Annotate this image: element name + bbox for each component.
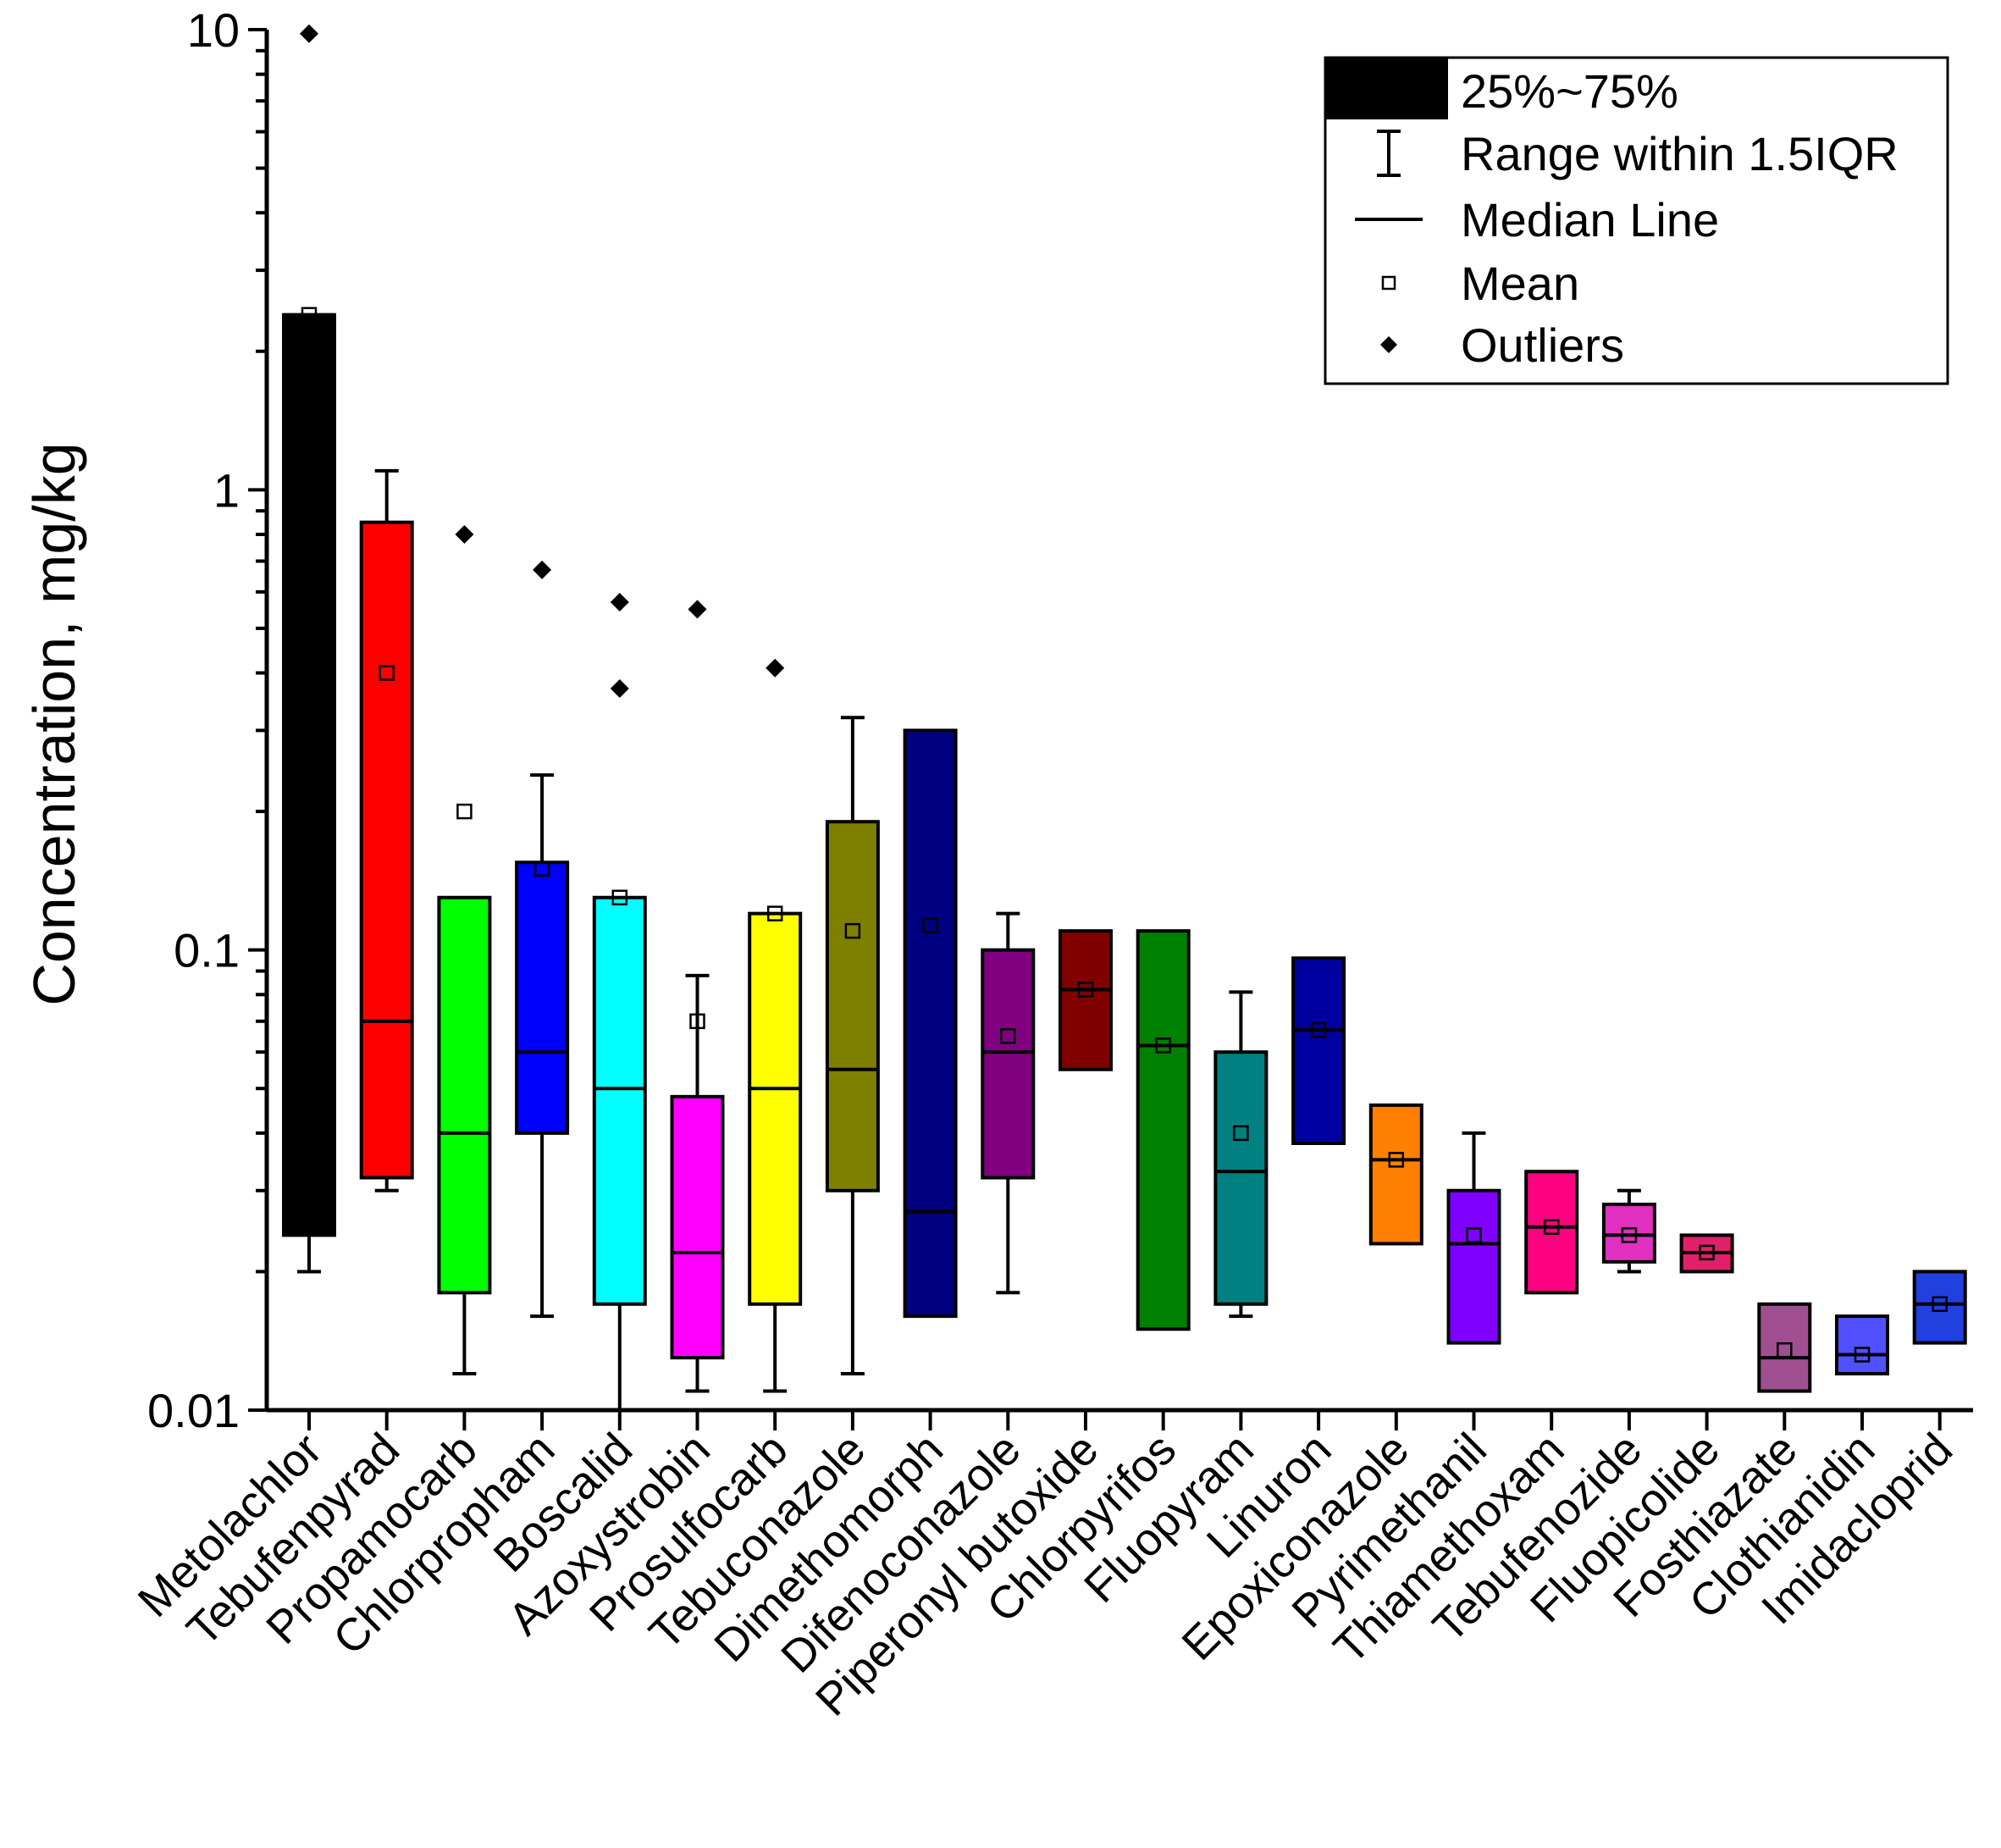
iqr-box: [1213, 1050, 1269, 1306]
outlier-marker: [300, 24, 318, 43]
iqr-box: [1524, 1170, 1579, 1295]
iqr-box: [1912, 1270, 1967, 1345]
outlier-marker: [766, 658, 785, 678]
mean-marker: [1777, 1342, 1793, 1358]
mean-marker: [1854, 1347, 1871, 1363]
box-chlorpyrifos: [1136, 929, 1191, 1331]
iqr-box: [1446, 1188, 1501, 1345]
outlier-marker: [455, 524, 474, 544]
box-tebuconazole: [825, 716, 880, 1375]
iqr-box: [1291, 956, 1346, 1145]
iqr-box: [903, 728, 958, 1319]
outlier-marker: [533, 560, 552, 579]
box-dimethomorph: [903, 728, 958, 1319]
iqr-box: [981, 948, 1036, 1180]
plot-area: [282, 24, 1967, 1410]
box-piperonyl-butoxide: [1059, 929, 1113, 1071]
mean-marker: [379, 665, 395, 681]
box-difenoconazole: [981, 911, 1036, 1295]
box-fluopyram: [1213, 990, 1269, 1319]
box-tebufenozide: [1601, 1188, 1656, 1274]
legend-label: Range within 1.5IQR: [1461, 127, 1899, 180]
outlier-marker: [610, 678, 629, 698]
legend-label: Mean: [1461, 257, 1579, 310]
iqr-box: [592, 895, 647, 1306]
legend-outlier-swatch: [1380, 336, 1397, 353]
iqr-box: [437, 895, 492, 1295]
y-axis-title: Concentration, mg/kg: [21, 442, 87, 1005]
mean-marker: [301, 307, 318, 324]
box-fosthiazate: [1757, 1302, 1812, 1393]
box-tebufenpyrad: [359, 468, 414, 1192]
box-thiamethoxam: [1524, 1170, 1579, 1295]
iqr-box: [515, 860, 570, 1135]
iqr-box: [282, 313, 336, 1237]
legend-label: 25%~75%: [1461, 64, 1678, 118]
box-prosulfocarb: [748, 658, 803, 1393]
box-clothianidin: [1835, 1314, 1889, 1375]
box-boscalid: [592, 592, 647, 1410]
mean-marker: [1000, 1028, 1016, 1044]
iqr-box: [1136, 929, 1191, 1331]
box-epoxiconazole: [1368, 1103, 1423, 1246]
iqr-box: [1368, 1103, 1423, 1246]
outlier-marker: [610, 592, 629, 611]
y-tick-label: 0.1: [174, 924, 240, 977]
box-chlorpropham: [515, 560, 570, 1319]
mean-marker: [1466, 1227, 1482, 1243]
legend: 25%~75% Range within 1.5IQR Median Line Mea…: [1324, 56, 1949, 385]
legend-label: Outliers: [1461, 318, 1624, 372]
iqr-box: [1835, 1314, 1889, 1375]
box-imidacloprid: [1912, 1270, 1967, 1345]
iqr-box: [1757, 1302, 1812, 1393]
iqr-box: [748, 911, 803, 1306]
box-metolachlor: [282, 24, 336, 1274]
box-propamocarb: [437, 524, 492, 1375]
legend-label: Median Line: [1461, 193, 1719, 246]
mean-marker: [1932, 1296, 1948, 1313]
y-tick-label: 0.01: [147, 1384, 240, 1437]
mean-marker: [1077, 982, 1094, 998]
iqr-box: [825, 820, 880, 1192]
iqr-box: [670, 1094, 725, 1360]
mean-marker: [456, 803, 473, 820]
mean-marker: [1310, 1021, 1327, 1038]
mean-marker: [1388, 1152, 1405, 1168]
mean-marker: [844, 922, 861, 939]
y-tick-label: 1: [213, 463, 240, 517]
mean-marker: [1699, 1244, 1715, 1261]
iqr-box: [1059, 929, 1113, 1071]
iqr-box: [1601, 1203, 1656, 1264]
mean-marker: [1543, 1219, 1560, 1236]
y-tick-label: 10: [187, 3, 240, 57]
legend-mean-swatch: [1381, 275, 1396, 290]
mean-marker: [1155, 1037, 1171, 1054]
mean-marker: [1621, 1227, 1638, 1243]
box-azoxystrobin: [670, 600, 725, 1393]
mean-marker: [689, 1013, 705, 1030]
mean-marker: [1233, 1125, 1249, 1142]
box-fluopicolide: [1679, 1233, 1734, 1274]
axes: 0.010.1110MetolachlorTebufenpyradPropamo…: [129, 3, 1973, 1726]
box-pyrimethanil: [1446, 1131, 1501, 1345]
mean-marker: [533, 860, 550, 877]
mean-marker: [766, 905, 783, 921]
mean-marker: [611, 889, 628, 906]
mean-marker: [922, 917, 938, 934]
iqr-box: [359, 520, 414, 1180]
outlier-marker: [688, 600, 707, 619]
legend-box-swatch: [1325, 58, 1448, 119]
box-linuron: [1291, 956, 1346, 1145]
